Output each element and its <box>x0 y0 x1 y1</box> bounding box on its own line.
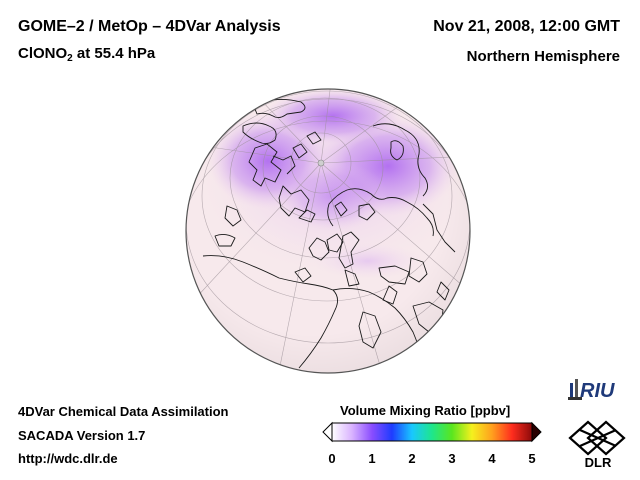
dlr-logo-text: DLR <box>585 455 612 468</box>
colorbar-tick-label: 0 <box>328 451 336 466</box>
riu-logo-text: RIU <box>580 380 615 402</box>
colorbar-gradient <box>331 422 533 442</box>
north-pole-marker <box>317 159 325 167</box>
colorbar-tick-label: 4 <box>488 451 496 466</box>
colorbar-left-arrow <box>322 421 333 443</box>
colorbar-tick-label: 5 <box>528 451 536 466</box>
riu-logo: RIU <box>568 379 615 402</box>
species-title: ClONO2 at 55.4 hPa <box>18 45 156 64</box>
footer-line2: SACADA Version 1.7 <box>18 428 146 443</box>
region-label: Northern Hemisphere <box>466 48 620 65</box>
hemisphere-map <box>185 88 471 374</box>
dlr-logo-mark <box>568 420 626 456</box>
title-line1: GOME–2 / MetOp – 4DVar Analysis <box>18 18 281 35</box>
globe-outline <box>185 88 471 374</box>
date-time: Nov 21, 2008, 12:00 GMT <box>433 18 620 35</box>
colorbar <box>322 421 542 443</box>
colorbar-tick-label: 1 <box>368 451 376 466</box>
colorbar-tick-label: 2 <box>408 451 416 466</box>
dlr-logo: DLR <box>568 420 626 468</box>
globe-shading <box>186 89 470 373</box>
colorbar-tick-label: 3 <box>448 451 456 466</box>
riu-logo-tower <box>570 383 573 399</box>
colorbar-title: Volume Mixing Ratio [ppbv] <box>340 403 511 418</box>
footer-line1: 4DVar Chemical Data Assimilation <box>18 404 229 419</box>
footer-url: http://wdc.dlr.de <box>18 451 118 466</box>
colorbar-right-arrow <box>531 421 542 443</box>
